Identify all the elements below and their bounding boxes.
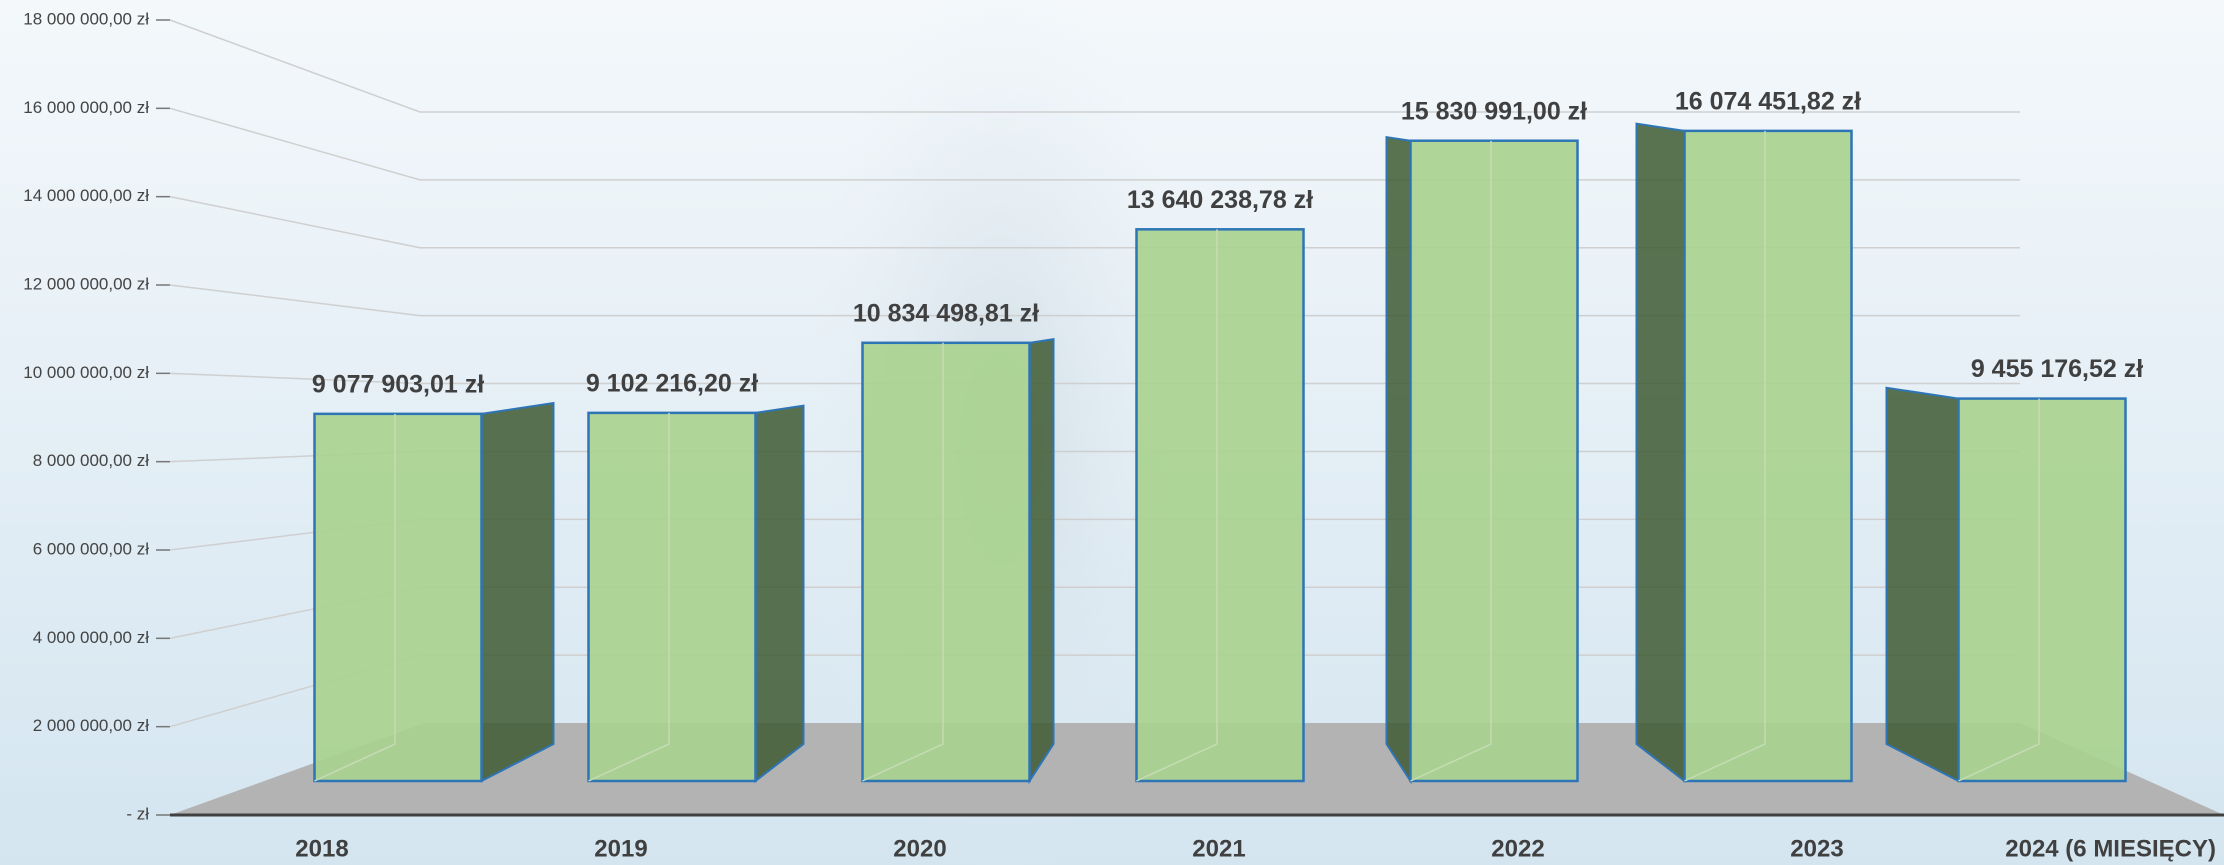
bar-inner-edge xyxy=(1958,398,2040,782)
y-tick-label: 12 000 000,00 zł xyxy=(23,274,149,293)
y-tick-label: - zł xyxy=(126,804,149,823)
y-tick-label: 6 000 000,00 zł xyxy=(33,539,149,558)
bar-inner-edge xyxy=(862,342,944,782)
bar-side xyxy=(480,401,555,783)
bar-inner-edge xyxy=(1410,140,1492,782)
y-tick-label: 10 000 000,00 zł xyxy=(23,363,149,382)
value-label: 13 640 238,78 zł xyxy=(1127,186,1313,214)
bar-inner-edge xyxy=(588,412,670,782)
y-tick-label: 4 000 000,00 zł xyxy=(33,628,149,647)
value-label: 9 077 903,01 zł xyxy=(312,370,484,398)
bar-inner-edge xyxy=(1684,130,1766,782)
grid-line xyxy=(169,19,2020,113)
bar xyxy=(861,341,1031,783)
y-tick-label: 16 000 000,00 zł xyxy=(23,98,149,117)
value-label: 16 074 451,82 zł xyxy=(1675,87,1861,115)
x-tick-label: 2019 xyxy=(594,835,647,862)
bar xyxy=(313,412,483,783)
value-label: 9 455 176,52 zł xyxy=(1971,355,2143,383)
bar-side xyxy=(754,404,805,784)
bar-side xyxy=(1635,122,1686,784)
y-tick-label: 2 000 000,00 zł xyxy=(33,716,149,735)
x-tick-label: 2020 xyxy=(893,835,946,862)
bar xyxy=(1957,397,2127,783)
y-tick-label: 8 000 000,00 zł xyxy=(33,451,149,470)
bar xyxy=(1409,139,1579,783)
bar-side xyxy=(1385,135,1412,785)
value-label: 9 102 216,20 zł xyxy=(586,369,758,397)
bar xyxy=(587,411,757,783)
bar xyxy=(1683,129,1853,783)
bar-inner-edge xyxy=(314,413,396,782)
bar-inner-edge xyxy=(1136,229,1218,782)
bar xyxy=(1135,228,1305,783)
y-tick-label: 14 000 000,00 zł xyxy=(23,186,149,205)
x-tick-label: 2018 xyxy=(295,835,348,862)
bar-side xyxy=(1885,386,1960,783)
y-tick-label: 18 000 000,00 zł xyxy=(23,9,149,28)
x-tick-label: 2024 (6 MIESIĘCY) xyxy=(2005,835,2216,862)
value-label: 10 834 498,81 zł xyxy=(853,299,1039,327)
x-tick-label: 2023 xyxy=(1790,835,1843,862)
bar-side xyxy=(1028,338,1055,785)
x-tick-label: 2021 xyxy=(1192,835,1245,862)
value-label: 15 830 991,00 zł xyxy=(1401,97,1587,125)
x-tick-label: 2022 xyxy=(1491,835,1544,862)
